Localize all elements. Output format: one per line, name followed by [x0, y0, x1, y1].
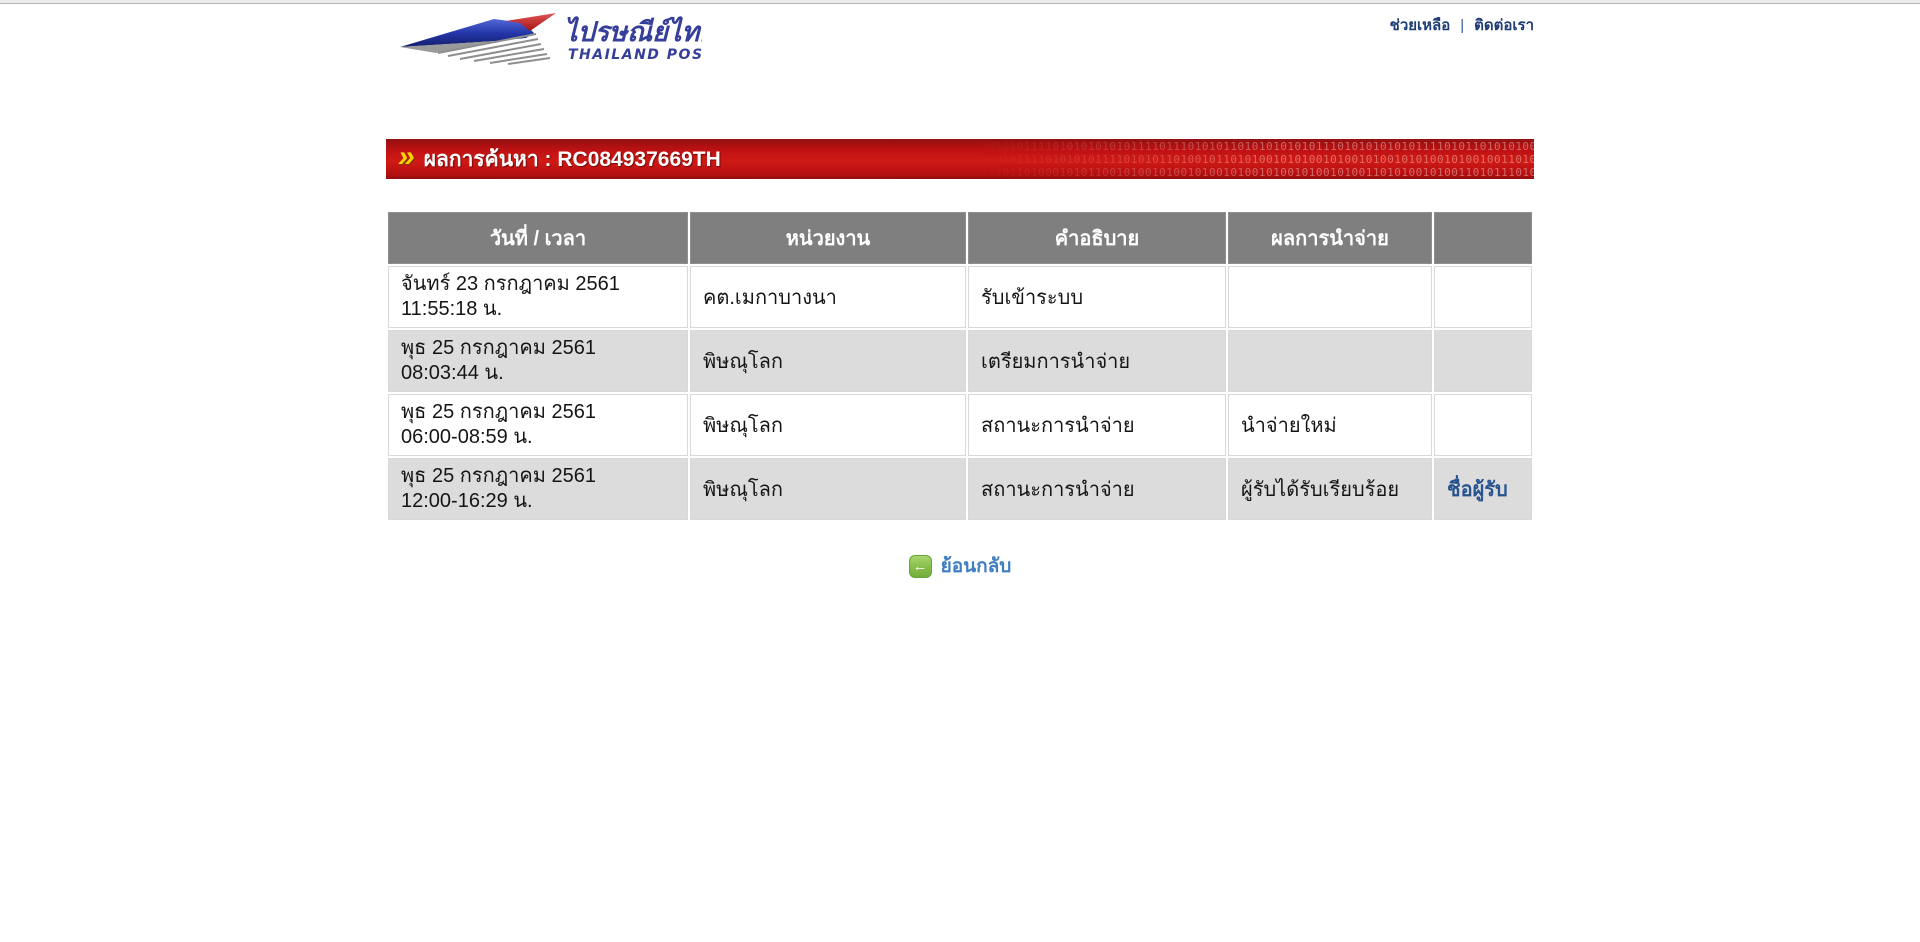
header-description: คำอธิบาย	[968, 212, 1226, 264]
back-row: ← ย้อนกลับ	[386, 551, 1534, 581]
cell-date-time: พุธ 25 กรกฎาคม 2561 08:03:44 น.	[388, 330, 688, 392]
cell-description: สถานะการนำจ่าย	[968, 394, 1226, 456]
nav-link-contact[interactable]: ติดต่อเรา	[1474, 17, 1534, 34]
tracking-number: RC084937669TH	[557, 147, 721, 171]
logo-english-text: THAILAND POST	[568, 47, 702, 63]
cell-unit: พิษณุโลก	[690, 330, 966, 392]
cell-unit: พิษณุโลก	[690, 394, 966, 456]
cell-description: รับเข้าระบบ	[968, 266, 1226, 328]
cell-result: ผู้รับได้รับเรียบร้อย	[1228, 458, 1432, 520]
cell-date-time: จันทร์ 23 กรกฎาคม 2561 11:55:18 น.	[388, 266, 688, 328]
search-result-banner: 0101010111101010101010111101110101011010…	[386, 139, 1534, 179]
cell-unit: คต.เมกาบางนา	[690, 266, 966, 328]
cell-description: สถานะการนำจ่าย	[968, 458, 1226, 520]
nav-separator: |	[1460, 16, 1465, 34]
double-chevron-icon: »	[398, 140, 415, 173]
header-date-time: วันที่ / เวลา	[388, 212, 688, 264]
back-button[interactable]: ย้อนกลับ	[940, 556, 1012, 577]
recipient-name-link[interactable]: ชื่อผู้รับ	[1447, 479, 1508, 501]
cell-result	[1228, 266, 1432, 328]
cell-result: นำจ่ายใหม่	[1228, 394, 1432, 456]
table-row: จันทร์ 23 กรกฎาคม 2561 11:55:18 น. คต.เม…	[388, 266, 1532, 328]
tracking-table: วันที่ / เวลา หน่วยงาน คำอธิบาย ผลการนำจ…	[386, 210, 1534, 522]
site-header: ไปรษณีย์ไทย THAILAND POST ช่วยเหลือ | ติ…	[386, 4, 1534, 139]
table-header-row: วันที่ / เวลา หน่วยงาน คำอธิบาย ผลการนำจ…	[388, 212, 1532, 264]
binary-texture: 0101010111101010101010111101110101011010…	[974, 140, 1534, 179]
cell-date-time: พุธ 25 กรกฎาคม 2561 06:00-08:59 น.	[388, 394, 688, 456]
header-blank	[1434, 212, 1532, 264]
logo-thai-text: ไปรษณีย์ไทย	[564, 16, 702, 48]
thailand-post-logo[interactable]: ไปรษณีย์ไทย THAILAND POST	[396, 10, 717, 66]
cell-description: เตรียมการนำจ่าย	[968, 330, 1226, 392]
table-row: พุธ 25 กรกฎาคม 2561 08:03:44 น. พิษณุโลก…	[388, 330, 1532, 392]
top-border	[0, 0, 1920, 4]
table-row: พุธ 25 กรกฎาคม 2561 06:00-08:59 น. พิษณุ…	[388, 394, 1532, 456]
cell-recipient	[1434, 266, 1532, 328]
cell-recipient: ชื่อผู้รับ	[1434, 458, 1532, 520]
cell-unit: พิษณุโลก	[690, 458, 966, 520]
cell-recipient	[1434, 330, 1532, 392]
cell-date-time: พุธ 25 กรกฎาคม 2561 12:00-16:29 น.	[388, 458, 688, 520]
header-unit: หน่วยงาน	[690, 212, 966, 264]
top-nav: ช่วยเหลือ | ติดต่อเรา	[1390, 13, 1534, 37]
table-row: พุธ 25 กรกฎาคม 2561 12:00-16:29 น. พิษณุ…	[388, 458, 1532, 520]
header-delivery-result: ผลการนำจ่าย	[1228, 212, 1432, 264]
back-arrow-icon[interactable]: ←	[908, 554, 932, 578]
cell-recipient	[1434, 394, 1532, 456]
banner-label: ผลการค้นหา :	[423, 147, 552, 171]
thailand-post-logo-icon: ไปรษณีย์ไทย THAILAND POST	[400, 13, 717, 65]
nav-link-help[interactable]: ช่วยเหลือ	[1389, 17, 1451, 34]
cell-result	[1228, 330, 1432, 392]
banner-title: ผลการค้นหา : RC084937669TH	[424, 143, 721, 176]
